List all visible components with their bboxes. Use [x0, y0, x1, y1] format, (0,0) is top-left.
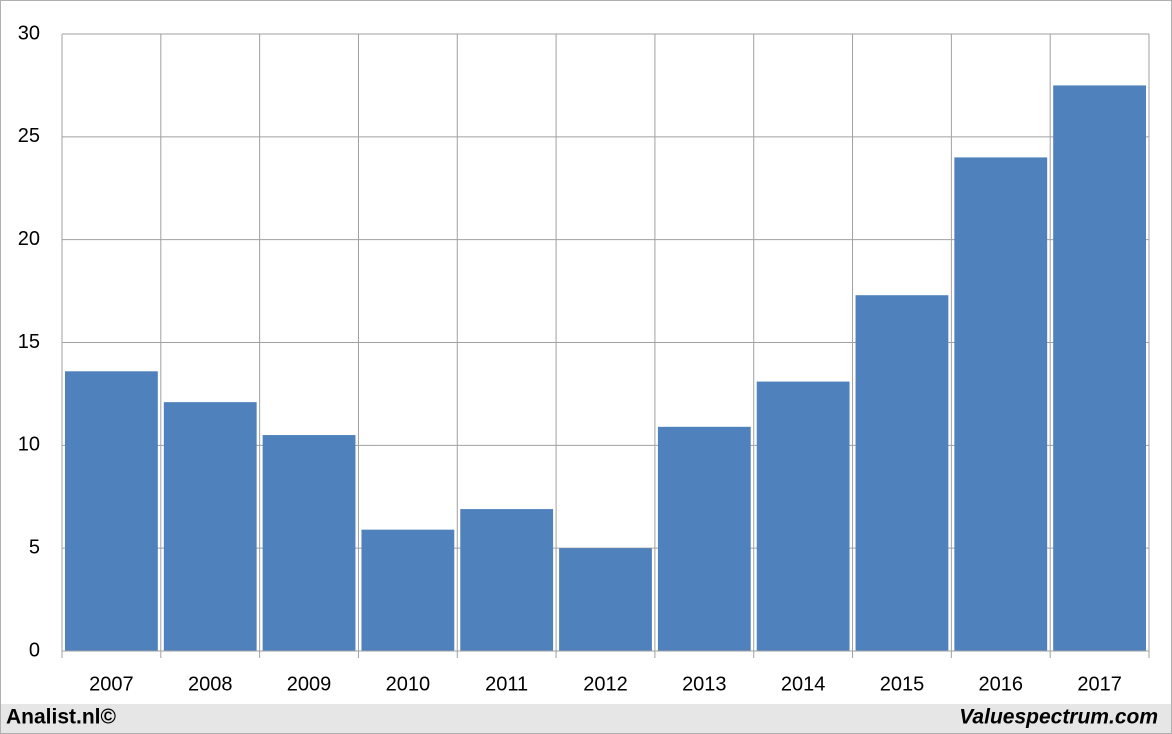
bar	[855, 295, 949, 651]
y-tick-label: 10	[18, 434, 40, 456]
bar	[657, 426, 751, 651]
x-tick-label: 2011	[485, 673, 528, 695]
bar	[361, 529, 455, 651]
bar	[460, 509, 554, 651]
x-tick-label: 2012	[583, 673, 628, 695]
y-tick-label: 25	[18, 125, 40, 147]
x-tick-label: 2007	[89, 673, 134, 695]
x-tick-label: 2009	[287, 673, 332, 695]
y-tick-label: 30	[18, 22, 40, 44]
bar	[954, 157, 1048, 651]
x-tick-label: 2010	[386, 673, 431, 695]
x-tick-label: 2015	[880, 673, 925, 695]
x-tick-label: 2013	[682, 673, 727, 695]
x-tick-label: 2016	[979, 673, 1024, 695]
bar	[262, 435, 356, 651]
bar	[163, 402, 257, 651]
footer-band	[1, 704, 1171, 733]
footer-left: Analist.nl©	[6, 706, 117, 729]
x-tick-label: 2014	[781, 673, 826, 695]
x-tick-label: 2008	[188, 673, 233, 695]
bar	[1053, 85, 1146, 651]
y-tick-label: 5	[29, 536, 40, 558]
bar	[559, 548, 652, 651]
bar	[756, 381, 850, 651]
footer-right: Valuespectrum.com	[959, 706, 1158, 729]
x-tick-label: 2017	[1077, 673, 1122, 695]
y-tick-label: 15	[18, 331, 40, 353]
bar	[65, 371, 158, 651]
y-tick-label: 0	[29, 639, 40, 661]
y-tick-label: 20	[18, 228, 40, 250]
